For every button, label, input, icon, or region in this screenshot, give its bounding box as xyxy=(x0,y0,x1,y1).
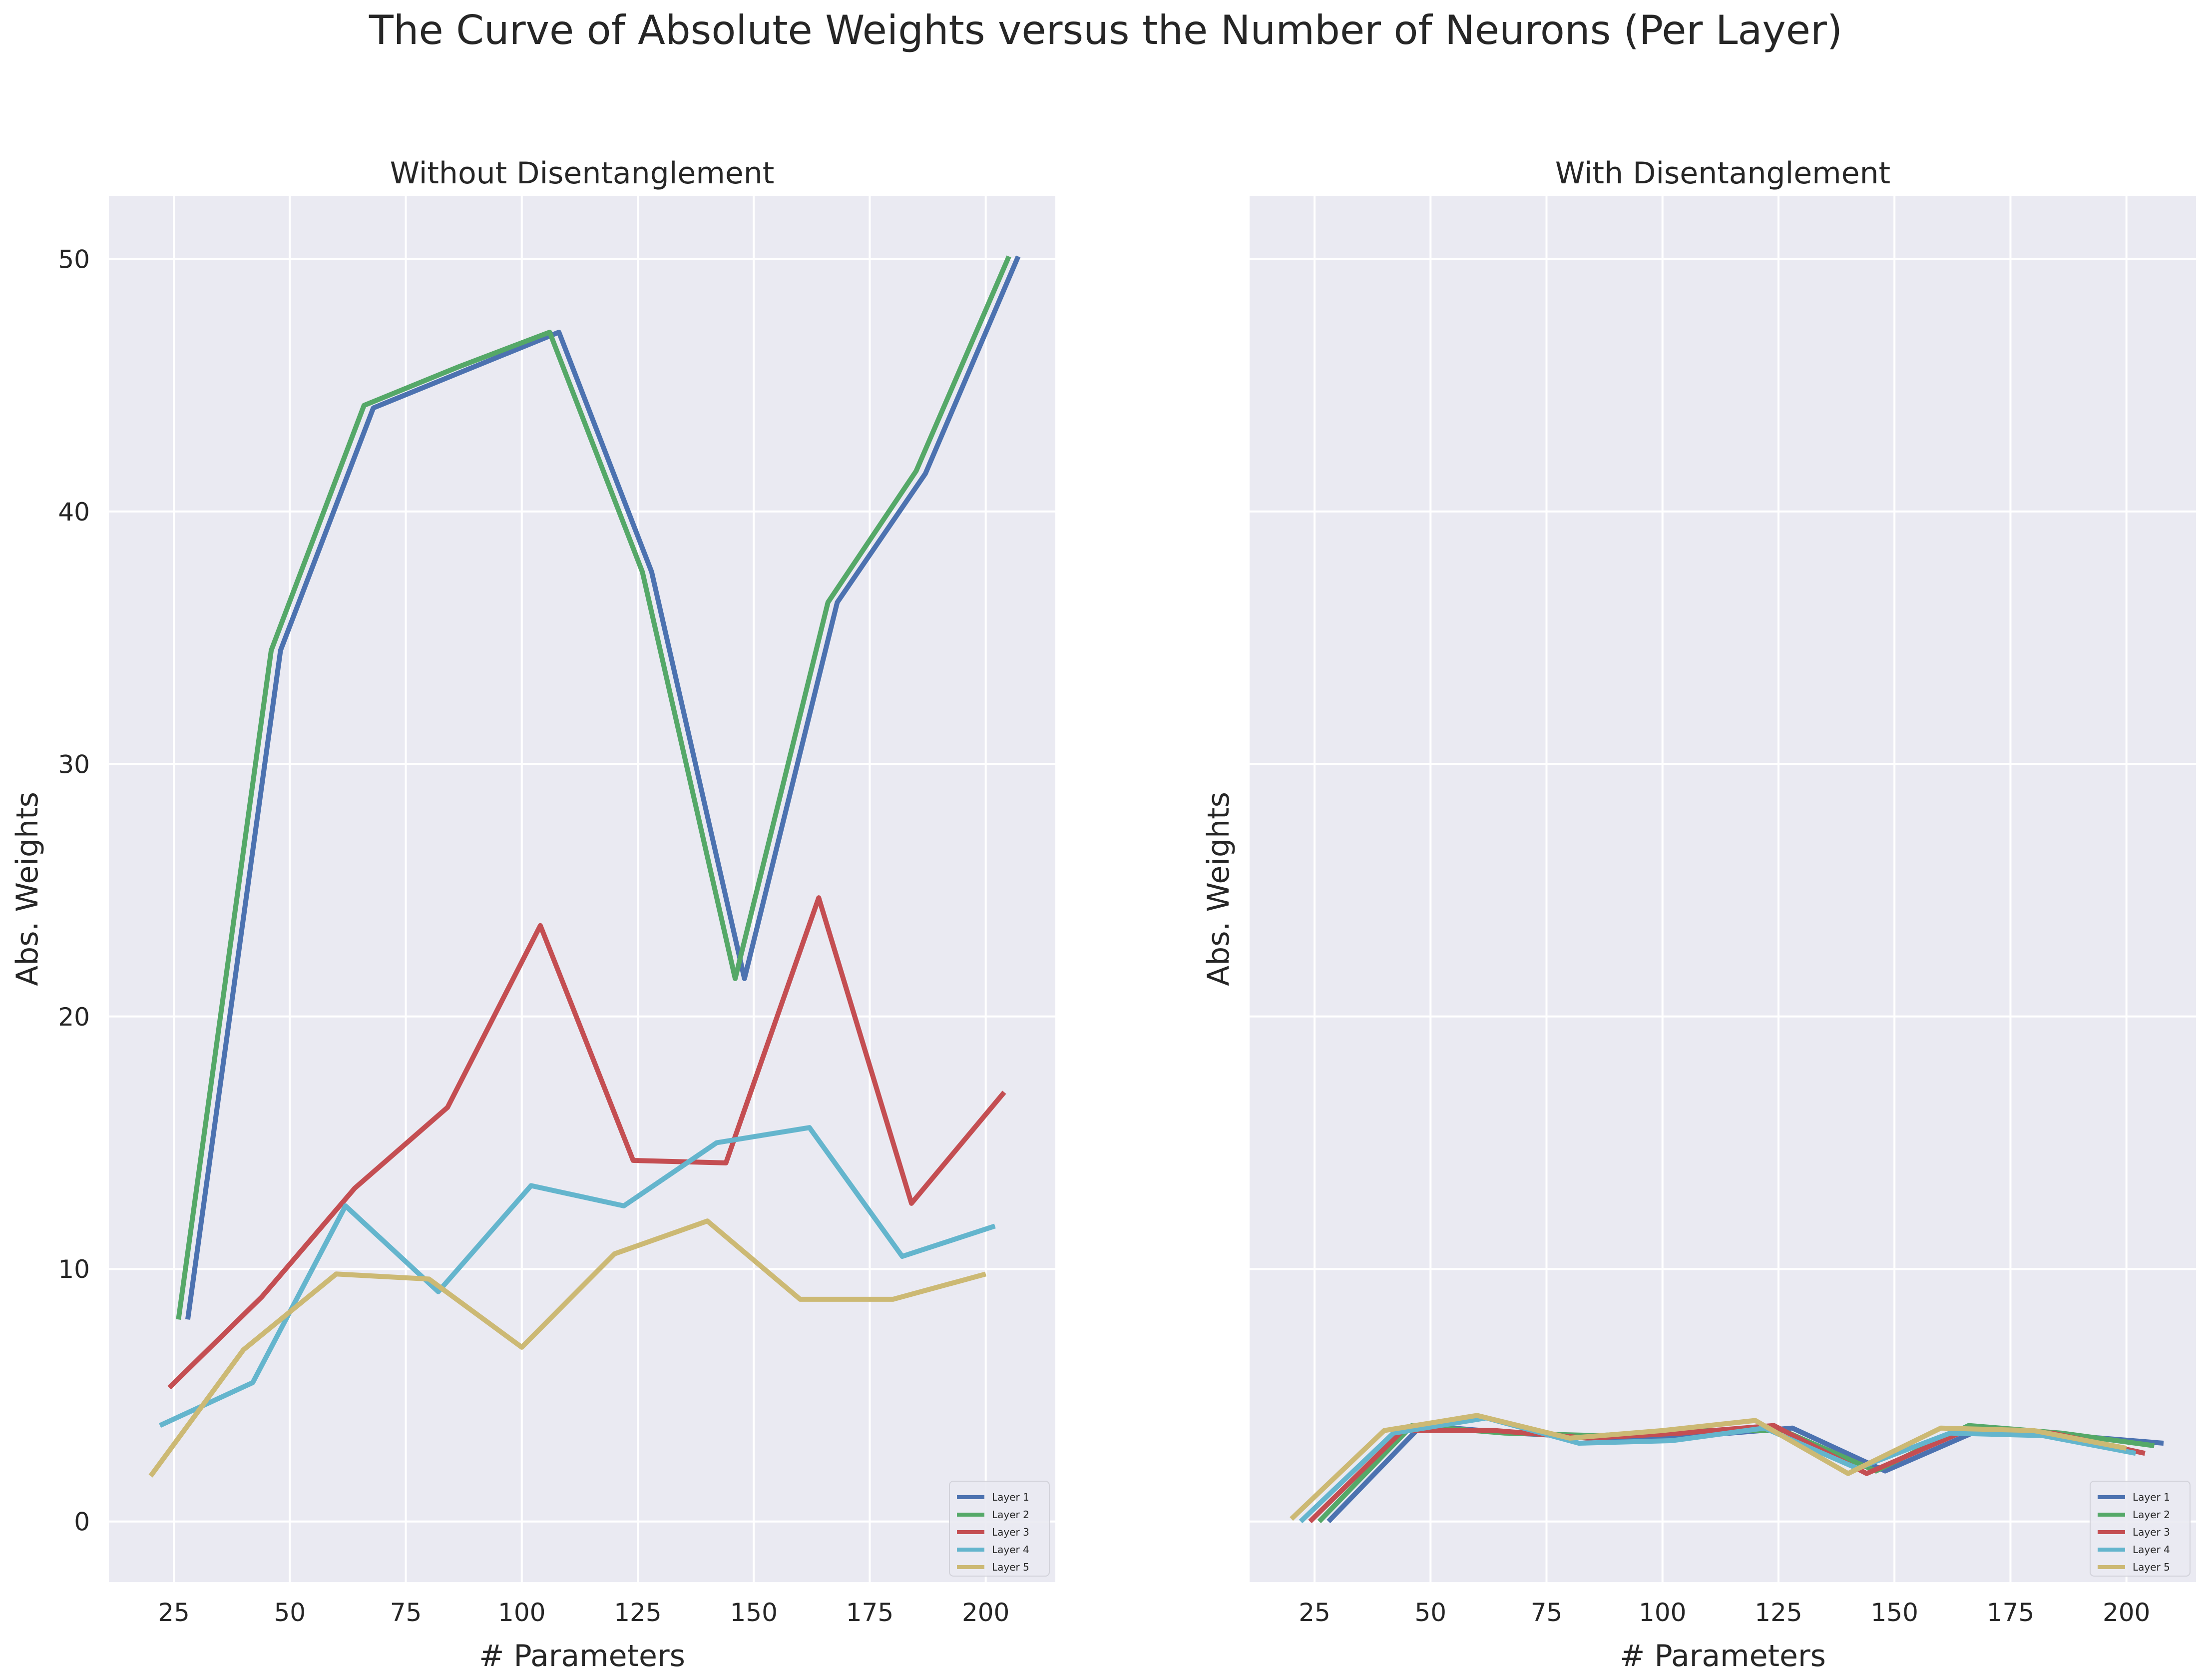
legend-label: Layer 5 xyxy=(2133,1561,2170,1573)
x-tick-label: 100 xyxy=(1639,1598,1686,1627)
y-tick-label: 40 xyxy=(58,498,90,527)
y-tick-label: 0 xyxy=(74,1508,90,1537)
series-line-layer-5 xyxy=(1290,1413,2127,1521)
legend-label: Layer 5 xyxy=(992,1561,1029,1573)
legend-label: Layer 2 xyxy=(992,1509,1029,1521)
x-tick-label: 200 xyxy=(2103,1598,2150,1627)
series-line-layer-1 xyxy=(185,255,1021,1320)
x-tick-label: 150 xyxy=(730,1598,777,1627)
legend-label: Layer 3 xyxy=(2133,1526,2170,1538)
x-tick-label: 125 xyxy=(1755,1598,1802,1627)
legend-label: Layer 1 xyxy=(2133,1491,2170,1503)
legend-box xyxy=(949,1481,1050,1577)
y-tick-label: 10 xyxy=(58,1255,90,1284)
x-tick-label: 100 xyxy=(498,1598,545,1627)
x-tick-label: 50 xyxy=(1414,1598,1446,1627)
series-line-layer-5 xyxy=(148,1218,987,1478)
panel-title: Without Disentanglement xyxy=(390,156,775,191)
x-tick-label: 75 xyxy=(1531,1598,1563,1627)
series-line-layer-4 xyxy=(159,1125,996,1428)
series-line-layer-4 xyxy=(1299,1415,2137,1524)
x-tick-label: 75 xyxy=(390,1598,422,1627)
y-axis-label: Abs. Weights xyxy=(10,792,45,986)
plot-area xyxy=(1250,196,2196,1582)
x-axis-label: # Parameters xyxy=(479,1639,685,1674)
panel-with-disentanglement: 25 50 75 100 125 150 175 200 With Disentanglemen… xyxy=(1201,156,2196,1674)
y-axis-label: Abs. Weights xyxy=(1201,792,1236,986)
x-tick-label: 50 xyxy=(274,1598,306,1627)
x-tick-label: 150 xyxy=(1870,1598,1918,1627)
figure-title: The Curve of Absolute Weights versus the… xyxy=(369,7,1842,53)
x-tick-label: 125 xyxy=(614,1598,661,1627)
legend-label: Layer 1 xyxy=(992,1491,1029,1503)
legend: Layer 1 Layer 2 Layer 3 Layer 4 Layer 5 xyxy=(949,1481,1050,1577)
legend-label: Layer 2 xyxy=(2133,1509,2170,1521)
x-tick-label: 200 xyxy=(962,1598,1009,1627)
y-tick-label: 30 xyxy=(58,750,90,779)
x-tick-label: 25 xyxy=(1299,1598,1330,1627)
x-tick-label: 175 xyxy=(846,1598,893,1627)
y-tick-label: 50 xyxy=(58,245,90,274)
legend: Layer 1 Layer 2 Layer 3 Layer 4 Layer 5 xyxy=(2090,1481,2191,1577)
panel-without-disentanglement: 25 50 75 100 125 150 175 200 0 10 20 30 40 50 Without … xyxy=(10,156,1055,1674)
x-tick-label: 175 xyxy=(1987,1598,2034,1627)
legend-label: Layer 3 xyxy=(992,1526,1029,1538)
panel-title: With Disentanglement xyxy=(1555,156,1890,191)
x-axis-label: # Parameters xyxy=(1620,1639,1826,1674)
legend-box xyxy=(2090,1481,2191,1577)
series-line-layer-3 xyxy=(167,895,1006,1390)
legend-label: Layer 4 xyxy=(2133,1544,2170,1556)
y-tick-label: 20 xyxy=(58,1003,90,1032)
series-line-layer-2 xyxy=(176,255,1011,1320)
legend-label: Layer 4 xyxy=(992,1544,1029,1556)
plot-area xyxy=(109,196,1055,1582)
x-tick-label: 25 xyxy=(158,1598,190,1627)
